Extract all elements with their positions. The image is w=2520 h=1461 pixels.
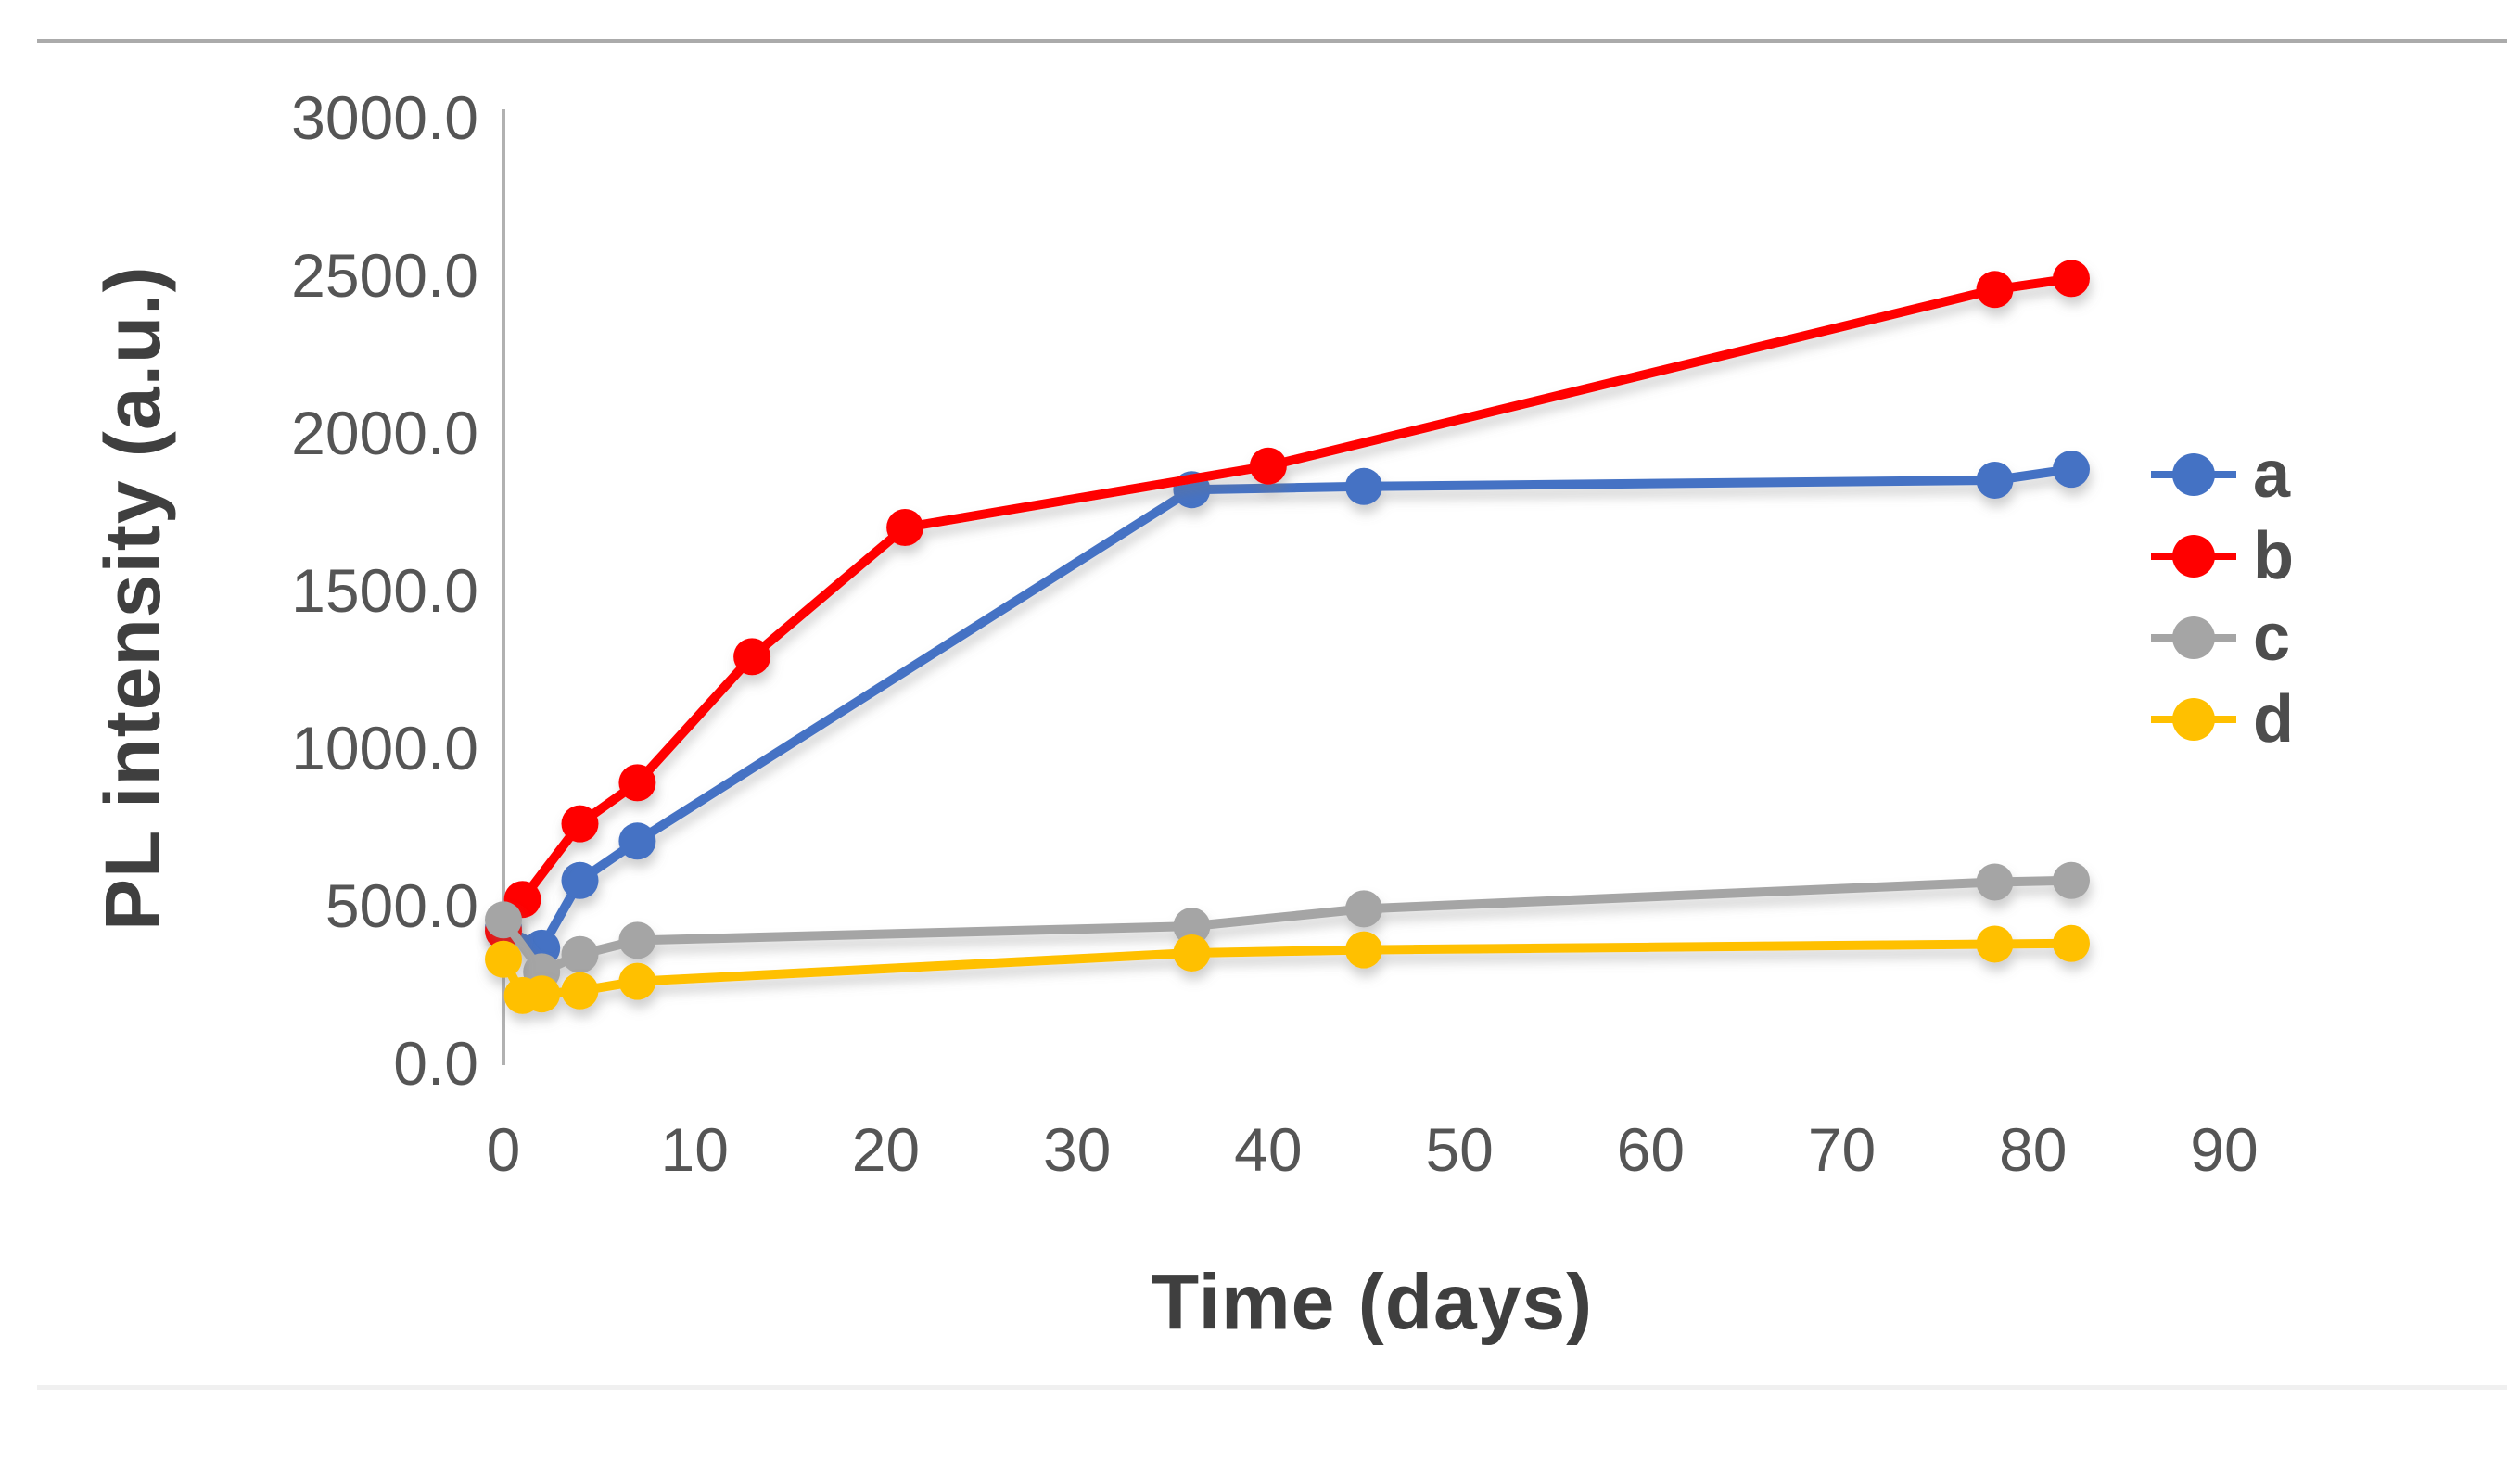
series-b <box>485 260 2090 950</box>
legend-marker-d-icon <box>2151 698 2236 741</box>
y-tick-label: 1000.0 <box>291 714 478 782</box>
legend-marker-c-icon <box>2151 616 2236 659</box>
series-a-line <box>499 464 2076 953</box>
legend-item-d: d <box>2149 679 2294 760</box>
series-a-marker <box>1976 462 2014 499</box>
series-d <box>485 924 2090 1014</box>
series-b-marker <box>1249 447 1287 485</box>
legend-label-a: a <box>2253 438 2291 512</box>
bottom-divider-line <box>37 1385 2507 1390</box>
legend-label-b: b <box>2253 519 2294 593</box>
series-a-marker <box>1345 467 1382 505</box>
x-tick-label: 10 <box>661 1115 729 1184</box>
legend-item-c: c <box>2149 597 2294 679</box>
legend-marker-a-icon <box>2151 453 2236 496</box>
x-axis-title: Time (days) <box>1151 1258 1594 1346</box>
legend-label-c: c <box>2253 601 2291 675</box>
series-c-marker <box>1976 863 2014 901</box>
series-c-marker <box>1173 908 1211 946</box>
series-b-marker <box>886 509 924 546</box>
x-tick-labels: 0 10 20 30 40 50 60 70 80 90 <box>487 1115 2259 1184</box>
series-a-marker <box>2053 451 2090 489</box>
series-d-marker <box>2053 924 2090 962</box>
series-d-marker <box>1345 931 1382 969</box>
top-divider-line <box>37 39 2507 43</box>
y-tick-label: 500.0 <box>325 871 478 940</box>
legend-item-b: b <box>2149 515 2294 597</box>
y-tick-label: 3000.0 <box>291 83 478 152</box>
series-c-marker <box>485 901 522 939</box>
series-b-line <box>499 273 2076 936</box>
x-tick-label: 40 <box>1234 1115 1302 1184</box>
series-d-marker <box>561 972 599 1010</box>
legend: a b c d <box>2149 434 2294 760</box>
y-tick-label: 0.0 <box>393 1029 478 1098</box>
series-a-marker <box>561 861 599 899</box>
y-tick-labels: 3000.0 2500.0 2000.0 1500.0 1000.0 500.0 0.0 <box>291 83 478 1098</box>
series-d-marker <box>523 975 561 1013</box>
x-tick-label: 80 <box>1999 1115 2067 1184</box>
series-d-line <box>499 938 2076 1000</box>
y-axis-title: PL intensity (a.u.) <box>89 265 176 931</box>
series-b-marker <box>561 805 599 843</box>
series-b-marker <box>733 638 771 676</box>
series-c-marker <box>2053 861 2090 899</box>
series-c-line <box>499 875 2076 977</box>
x-tick-label: 70 <box>1808 1115 1876 1184</box>
legend-item-a: a <box>2149 434 2294 515</box>
series-c <box>485 861 2090 991</box>
series-a-marker <box>618 822 656 860</box>
series-d-marker <box>618 962 656 1000</box>
x-tick-label: 30 <box>1043 1115 1111 1184</box>
x-tick-label: 20 <box>852 1115 920 1184</box>
x-tick-label: 90 <box>2190 1115 2258 1184</box>
x-tick-label: 0 <box>487 1115 521 1184</box>
series-d-marker <box>1173 934 1211 972</box>
series-c-marker <box>561 935 599 973</box>
series-c-marker <box>618 921 656 959</box>
series-a <box>485 451 2090 967</box>
series-b-marker <box>2053 260 2090 298</box>
legend-label-d: d <box>2253 682 2294 756</box>
series-c-marker <box>1345 890 1382 928</box>
x-tick-label: 60 <box>1617 1115 1685 1184</box>
legend-marker-b-icon <box>2151 535 2236 578</box>
y-tick-label: 2500.0 <box>291 241 478 310</box>
x-tick-label: 50 <box>1425 1115 1493 1184</box>
series-d-marker <box>485 940 522 978</box>
y-tick-label: 1500.0 <box>291 556 478 625</box>
series-b-marker <box>1976 271 2014 309</box>
series-b-marker <box>618 764 656 802</box>
y-tick-label: 2000.0 <box>291 399 478 467</box>
series-d-marker <box>1976 925 2014 963</box>
